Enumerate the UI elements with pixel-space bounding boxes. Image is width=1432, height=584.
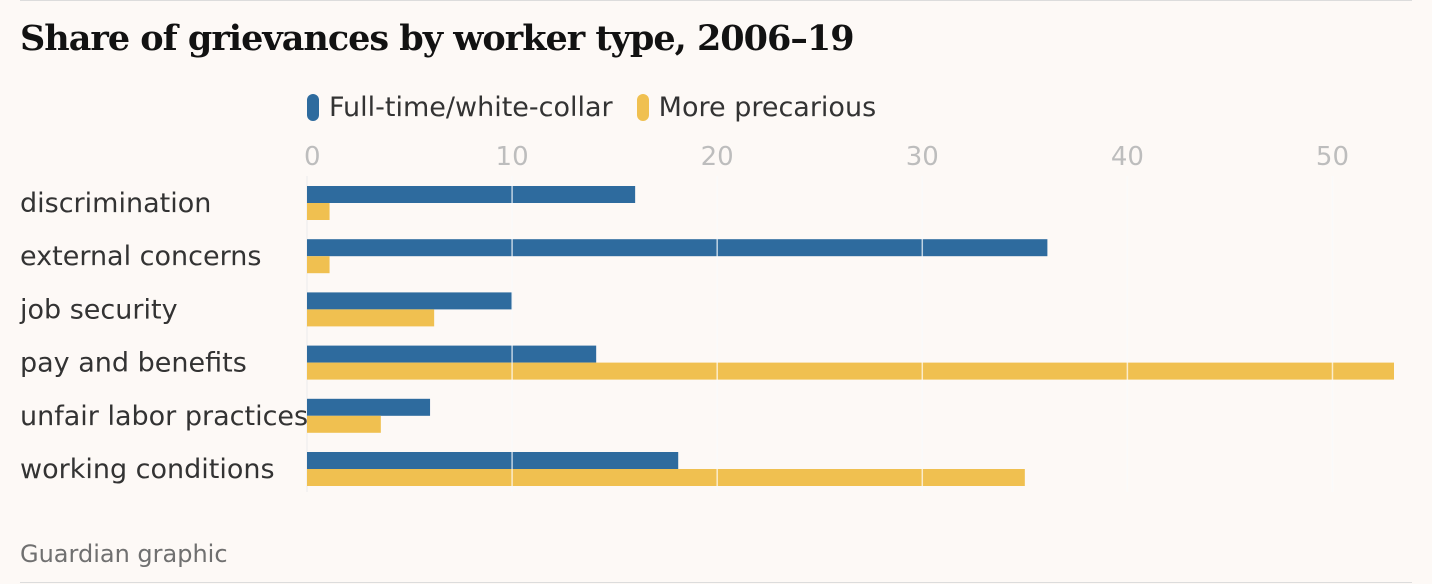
x-tick-label-40: 40 <box>1111 142 1144 172</box>
bar-unfair-labor-practices-full-time <box>307 398 431 416</box>
category-label-working-conditions: working conditions <box>20 454 275 485</box>
category-label-pay-and-benefits: pay and benefits <box>20 348 247 379</box>
legend-item-precarious: More precarious <box>636 92 877 123</box>
legend-swatch-precarious <box>636 94 649 121</box>
x-tick-label-20: 20 <box>701 142 734 172</box>
bar-unfair-labor-practices-precarious <box>307 415 381 433</box>
legend-label-precarious: More precarious <box>658 92 877 123</box>
x-tick-label-10: 10 <box>496 142 529 172</box>
bar-pay-and-benefits-full-time <box>307 345 597 363</box>
legend: Full-time/white-collar More precarious <box>307 92 900 123</box>
x-tick-label-0: 0 <box>304 142 321 172</box>
legend-swatch-full-time <box>307 94 319 121</box>
x-tick-label-50: 50 <box>1316 142 1349 172</box>
bar-job-security-full-time <box>307 292 513 310</box>
bar-working-conditions-full-time <box>307 452 679 469</box>
bar-discrimination-full-time <box>307 186 636 203</box>
bar-external-concerns-precarious <box>307 256 330 274</box>
x-tick-label-30: 30 <box>906 142 939 172</box>
bottom-rule <box>20 582 1412 583</box>
category-label-unfair-labor-practices: unfair labor practices <box>20 401 308 432</box>
chart-title: Share of grievances by worker type, 2006… <box>20 18 855 59</box>
top-rule <box>20 0 1412 1</box>
bar-external-concerns-full-time <box>307 239 1048 257</box>
category-label-discrimination: discrimination <box>20 188 211 219</box>
bar-job-security-precarious <box>307 309 435 327</box>
category-label-job-security: job security <box>19 294 178 325</box>
category-label-external-concerns: external concerns <box>20 241 261 272</box>
bar-pay-and-benefits-precarious <box>307 362 1394 380</box>
bar-discrimination-precarious <box>307 203 330 220</box>
legend-item-full-time: Full-time/white-collar <box>307 92 613 123</box>
legend-label-full-time: Full-time/white-collar <box>329 92 613 123</box>
bar-working-conditions-precarious <box>307 469 1025 486</box>
source-note: Guardian graphic <box>20 540 228 568</box>
